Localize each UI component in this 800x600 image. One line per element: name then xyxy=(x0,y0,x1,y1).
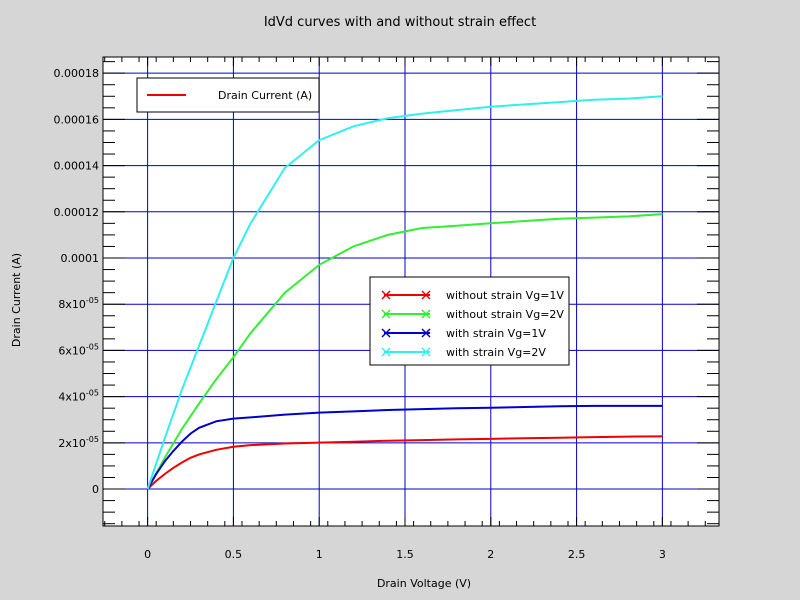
series-line xyxy=(146,404,663,490)
x-tick-label: 3 xyxy=(659,548,666,561)
legend-label: without strain Vg=1V xyxy=(446,289,564,302)
legend-marker xyxy=(421,290,431,300)
series-legend: without strain Vg=1V without strain Vg=2V… xyxy=(369,276,570,366)
series-line xyxy=(146,95,663,490)
grid-lines xyxy=(103,57,719,526)
legend-marker xyxy=(381,290,391,300)
top-legend: Drain Current (A) xyxy=(136,77,320,113)
x-tick-label: 1.5 xyxy=(396,548,414,561)
y-tick-label: 0.00014 xyxy=(54,160,100,173)
legend-entry: without strain Vg=2V xyxy=(381,308,564,321)
legend-entry: with strain Vg=1V xyxy=(381,327,546,340)
x-tick-labels: 0 0.5 1 1.5 2 2.5 3 xyxy=(144,548,666,561)
y-tick-label: 0 xyxy=(92,483,99,496)
y-tick-label: 4x10-05 xyxy=(58,389,99,404)
x-tick-label: 0 xyxy=(144,548,151,561)
legend-label: without strain Vg=2V xyxy=(446,308,564,321)
y-tick-label: 0.0001 xyxy=(61,252,100,265)
legend-label: with strain Vg=1V xyxy=(446,327,546,340)
y-tick-label: 0.00016 xyxy=(54,113,100,126)
top-legend-label: Drain Current (A) xyxy=(218,89,312,102)
x-tick-label: 0.5 xyxy=(225,548,243,561)
legend-label: with strain Vg=2V xyxy=(446,346,546,359)
legend-entry: with strain Vg=2V xyxy=(381,346,546,359)
x-tick-label: 2.5 xyxy=(568,548,586,561)
chart-title: IdVd curves with and without strain effe… xyxy=(264,15,536,30)
legend-marker xyxy=(381,328,391,338)
legend-marker xyxy=(421,328,431,338)
y-tick-label: 0.00012 xyxy=(54,206,100,219)
legend-entry: without strain Vg=1V xyxy=(381,289,564,302)
y-tick-label: 0.00018 xyxy=(54,67,100,80)
legend-marker xyxy=(381,309,391,319)
series-line xyxy=(146,435,663,490)
axis-ticks xyxy=(103,57,719,526)
series-legend-entries: without strain Vg=1V without strain Vg=2V… xyxy=(381,289,564,359)
y-tick-label: 2x10-05 xyxy=(58,435,99,450)
y-tick-label: 8x10-05 xyxy=(58,296,99,311)
legend-marker xyxy=(381,347,391,357)
legend-marker xyxy=(421,347,431,357)
x-tick-label: 2 xyxy=(487,548,494,561)
x-axis-label: Drain Voltage (V) xyxy=(377,577,471,590)
y-axis-label: Drain Current (A) xyxy=(10,253,23,347)
series-lines xyxy=(146,95,663,490)
legend-marker xyxy=(421,309,431,319)
y-tick-label: 6x10-05 xyxy=(58,342,99,357)
series-legend-box xyxy=(369,276,570,366)
top-legend-box xyxy=(136,77,320,113)
series-line xyxy=(146,213,663,490)
y-tick-labels: 0 2x10-05 4x10-05 6x10-05 8x10-05 0.0001 0.000… xyxy=(54,67,100,496)
x-tick-label: 1 xyxy=(316,548,323,561)
